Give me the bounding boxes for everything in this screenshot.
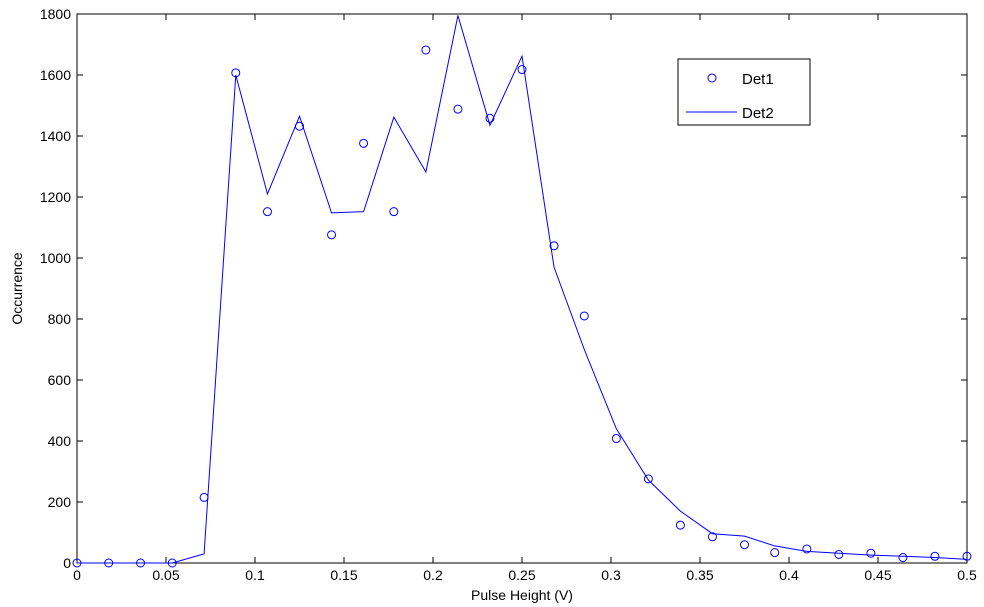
y-tick-label: 1200 [40, 189, 71, 205]
data-point-det1 [675, 520, 685, 530]
legend: Det1 Det2 [677, 58, 811, 126]
data-point-det1 [930, 551, 940, 561]
data-point-det1 [770, 548, 780, 558]
y-tick-label: 1000 [40, 250, 71, 266]
data-point-det1 [740, 540, 749, 550]
data-point-det1 [517, 65, 527, 75]
y-tick-label: 200 [48, 494, 72, 510]
data-point-det1 [707, 532, 717, 542]
data-point-det1 [359, 138, 369, 148]
data-point-det1 [262, 207, 272, 217]
x-tick-label: 0 [73, 567, 81, 583]
legend-label-det2: Det2 [742, 105, 774, 122]
data-point-det1 [453, 104, 463, 114]
x-tick-label: 0.45 [864, 567, 891, 583]
x-tick-label: 0.2 [423, 567, 443, 583]
data-point-det1 [549, 241, 559, 251]
x-tick-label: 0.3 [601, 567, 621, 583]
y-axis-label: Occurrence [9, 252, 25, 325]
y-tick-label: 800 [48, 311, 72, 327]
data-point-det1 [421, 45, 431, 55]
data-point-det1 [962, 551, 972, 561]
y-tick-label: 600 [48, 372, 72, 388]
data-point-det1 [485, 113, 495, 123]
x-axis: 0 0.05 0.1 0.15 0.2 0.25 0.3 0.35 0.4 0.45 0.5 [73, 14, 977, 583]
legend-label-det1: Det1 [742, 71, 774, 88]
data-point-det1 [327, 230, 337, 240]
data-point-det1 [643, 474, 653, 484]
y-axis: 0 200 400 600 800 1000 1200 1400 1600 1800 [40, 6, 967, 571]
x-tick-label: 0.15 [330, 567, 357, 583]
data-point-det1 [389, 207, 399, 217]
x-tick-label: 0.1 [245, 567, 265, 583]
y-tick-label: 0 [63, 555, 71, 571]
x-tick-label: 0.05 [152, 567, 179, 583]
x-axis-label: Pulse Height (V) [471, 587, 573, 603]
data-point-det1 [866, 548, 876, 558]
legend-box [677, 58, 811, 126]
data-point-det1 [579, 311, 589, 321]
x-tick-label: 0.35 [686, 567, 713, 583]
series-layer [72, 15, 972, 568]
y-tick-label: 1400 [40, 128, 71, 144]
y-tick-label: 400 [48, 433, 72, 449]
series-line-det2 [77, 15, 968, 564]
y-tick-label: 1600 [40, 67, 71, 83]
data-point-det1 [898, 553, 908, 563]
x-tick-label: 0.4 [779, 567, 799, 583]
y-tick-label: 1800 [40, 6, 71, 22]
x-tick-label: 0.25 [508, 567, 535, 583]
plot-area [76, 13, 968, 564]
data-point-det1 [802, 544, 812, 554]
legend-marker-det1 [707, 73, 717, 83]
data-point-det1 [834, 549, 844, 559]
data-point-det1 [611, 434, 621, 444]
x-tick-label: 0.5 [957, 567, 977, 583]
